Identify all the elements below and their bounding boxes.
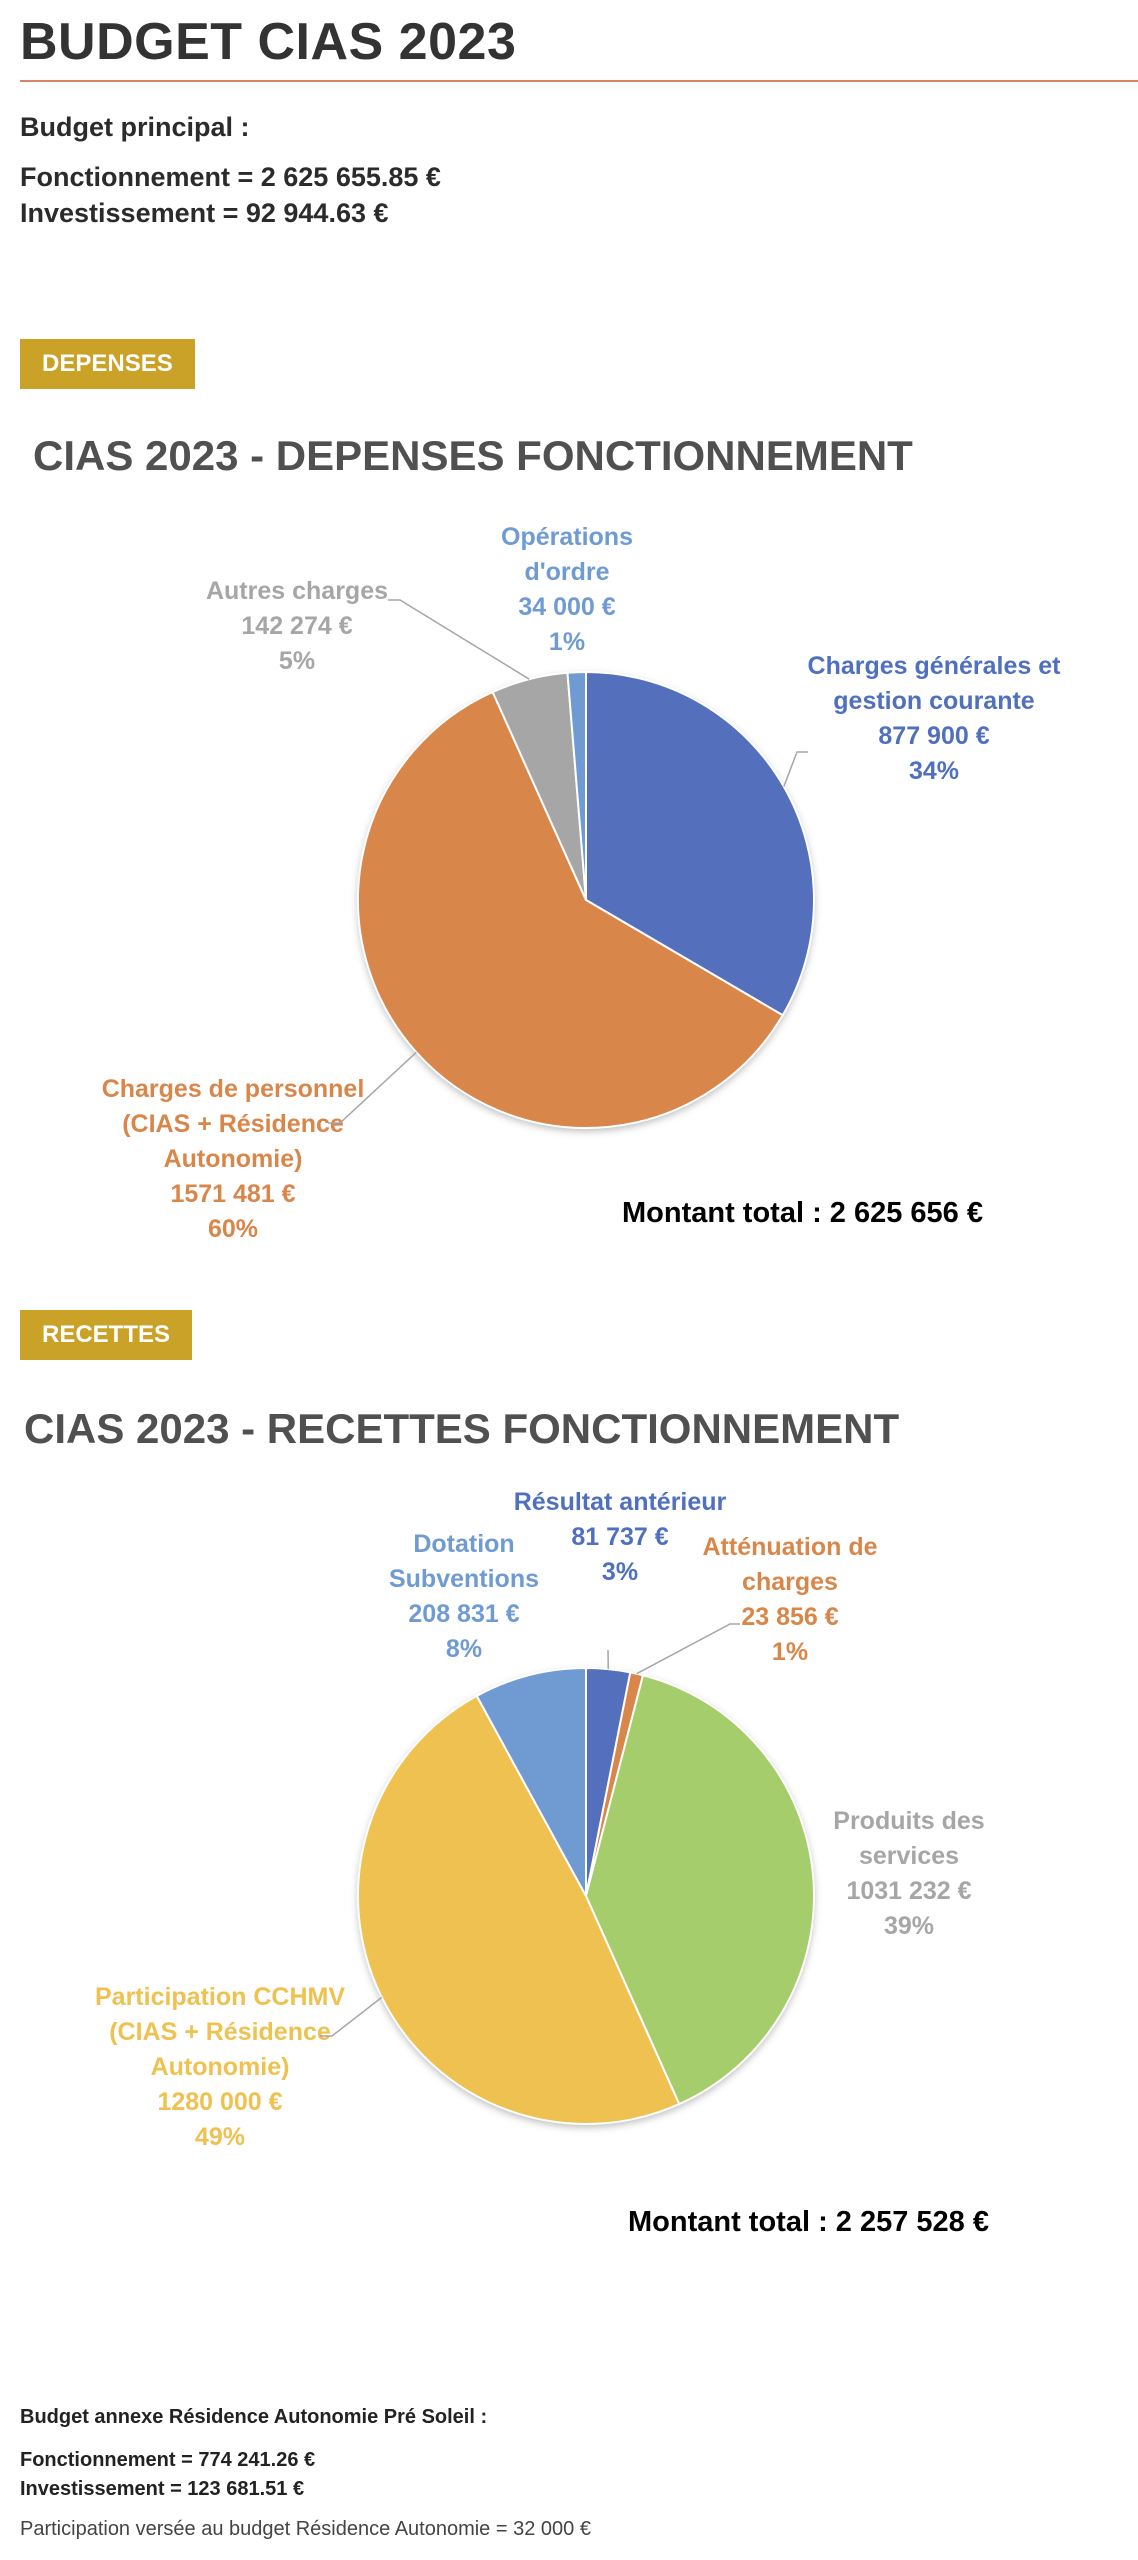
title-divider bbox=[20, 80, 1138, 82]
pie-slice-produits-des-services bbox=[584, 1674, 815, 2106]
slice-label-line: 34% bbox=[909, 757, 959, 785]
slice-label-line: Charges générales et bbox=[808, 652, 1062, 680]
leader-line bbox=[636, 1623, 740, 1675]
slice-label-line: Participation CCHMV bbox=[95, 1983, 345, 2011]
slice-label-charges-generales-et-gestion-courante: Charges générales et gestion courante 877 … bbox=[808, 652, 1062, 785]
slice-label-line: 877 900 € bbox=[878, 722, 989, 750]
slice-label-line: 23 856 € bbox=[741, 1603, 838, 1631]
slice-label-line: 39% bbox=[884, 1912, 934, 1940]
slice-label-line: 34 000 € bbox=[518, 593, 615, 621]
slice-label-line: 1% bbox=[549, 628, 585, 656]
slice-label-line: 208 831 € bbox=[408, 1600, 519, 1628]
slice-label-dotation-subventions: Dotation Subventions 208 831 € 8% bbox=[389, 1530, 539, 1663]
depenses-badge: DEPENSES bbox=[20, 339, 195, 389]
slice-label-line: 60% bbox=[208, 1215, 258, 1243]
slice-label-line: gestion courante bbox=[833, 687, 1035, 715]
slice-label-line: (CIAS + Résidence bbox=[109, 2018, 331, 2046]
slice-label-line: 1571 481 € bbox=[170, 1180, 295, 1208]
slice-label-line: Atténuation de bbox=[703, 1533, 878, 1561]
leader-line bbox=[783, 751, 808, 787]
leader-line bbox=[328, 1051, 417, 1124]
slice-label-line: Résultat antérieur bbox=[514, 1488, 727, 1516]
page-title: BUDGET CIAS 2023 bbox=[20, 13, 517, 71]
budget-principal-label: Budget principal : bbox=[20, 112, 250, 142]
slice-label-charges-de-personnel-cias-residence-autonomie: Charges de personnel (CIAS + Résidence Aut… bbox=[102, 1075, 365, 1243]
slice-label-line: charges bbox=[742, 1568, 838, 1596]
slice-label-operations-d-ordre: Opérations d'ordre 34 000 € 1% bbox=[501, 523, 633, 656]
slice-label-line: Autonomie) bbox=[164, 1145, 303, 1173]
annex-participation: Participation versée au budget Résidence… bbox=[20, 2518, 591, 2540]
depenses-pie-chart: Charges générales et gestion courante 877 … bbox=[102, 523, 1062, 1243]
pie-slice-operations-d-ordre bbox=[566, 670, 587, 901]
slice-label-line: Autonomie) bbox=[151, 2053, 290, 2081]
leader-line bbox=[320, 1996, 383, 2037]
slice-label-line: 49% bbox=[195, 2123, 245, 2151]
annex-fonctionnement: Fonctionnement = 774 241.26 € bbox=[20, 2449, 316, 2471]
slice-label-line: Charges de personnel bbox=[102, 1075, 365, 1103]
slice-label-line: d'ordre bbox=[524, 558, 609, 586]
fonctionnement-total: Fonctionnement = 2 625 655.85 € bbox=[20, 162, 441, 192]
slice-label-line: (CIAS + Résidence bbox=[122, 1110, 344, 1138]
slice-label-line: 1031 232 € bbox=[846, 1877, 971, 1905]
slice-label-resultat-anterieur: Résultat antérieur 81 737 € 3% bbox=[514, 1488, 727, 1586]
pie-slice-charges-generales-et-gestion-courante bbox=[585, 670, 815, 1017]
slice-label-line: 81 737 € bbox=[571, 1523, 668, 1551]
recettes-pie-chart: Résultat antérieur 81 737 € 3% Atténuation … bbox=[95, 1488, 985, 2151]
depenses-total-label: Montant total : 2 625 656 € bbox=[622, 1197, 983, 1229]
slice-label-line: Dotation bbox=[413, 1530, 514, 1558]
investissement-total: Investissement = 92 944.63 € bbox=[20, 198, 389, 228]
depenses-chart-title: CIAS 2023 - DEPENSES FONCTIONNEMENT bbox=[33, 432, 913, 479]
slice-label-line: 142 274 € bbox=[241, 612, 352, 640]
slice-label-participation-cchmv-cias-residence-autonomie: Participation CCHMV (CIAS + Résidence Auto… bbox=[95, 1983, 345, 2151]
slice-label-autres-charges: Autres charges 142 274 € 5% bbox=[206, 577, 388, 675]
slice-label-produits-des-services: Produits des services 1031 232 € 39% bbox=[833, 1807, 984, 1940]
slice-label-line: Produits des bbox=[833, 1807, 984, 1835]
slice-label-line: Opérations bbox=[501, 523, 633, 551]
slice-label-line: Autres charges bbox=[206, 577, 388, 605]
slice-label-line: 3% bbox=[602, 1558, 638, 1586]
slice-label-line: Subventions bbox=[389, 1565, 539, 1593]
slice-label-line: 8% bbox=[446, 1635, 482, 1663]
leader-line bbox=[388, 599, 530, 680]
annex-title: Budget annexe Résidence Autonomie Pré So… bbox=[20, 2406, 488, 2428]
pie-slice-dotation-subventions bbox=[475, 1666, 587, 1897]
annex-investissement: Investissement = 123 681.51 € bbox=[20, 2478, 305, 2500]
pie-slice-participation-cchmv-cias-residence-autonomie bbox=[357, 1694, 681, 2125]
slice-label-line: 5% bbox=[279, 647, 315, 675]
slice-label-line: services bbox=[859, 1842, 959, 1870]
recettes-total-label: Montant total : 2 257 528 € bbox=[628, 2206, 989, 2238]
slice-label-attenuation-de-charges: Atténuation de charges 23 856 € 1% bbox=[703, 1533, 878, 1666]
pie-slice-charges-de-personnel-cias-residence-autonomie bbox=[356, 690, 785, 1129]
recettes-badge: RECETTES bbox=[20, 1310, 193, 1360]
slice-label-line: 1% bbox=[772, 1638, 808, 1666]
recettes-chart-title: CIAS 2023 - RECETTES FONCTIONNEMENT bbox=[24, 1405, 900, 1452]
slice-label-line: 1280 000 € bbox=[157, 2088, 282, 2116]
